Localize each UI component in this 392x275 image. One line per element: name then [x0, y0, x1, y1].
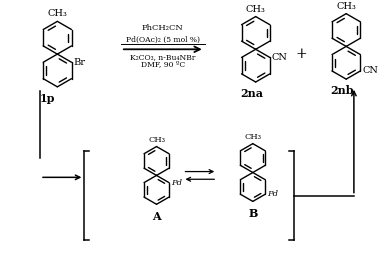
- Text: 1p: 1p: [40, 93, 56, 104]
- Text: 2na: 2na: [240, 88, 263, 99]
- Text: B: B: [248, 208, 258, 219]
- Text: K₂CO₃, n-Bu₄NBr: K₂CO₃, n-Bu₄NBr: [130, 53, 196, 61]
- Text: Pd(OAc)₂ (5 mol %): Pd(OAc)₂ (5 mol %): [126, 35, 200, 43]
- Text: CH₃: CH₃: [148, 136, 165, 144]
- Text: CH₃: CH₃: [244, 133, 261, 141]
- Text: CH₃: CH₃: [47, 9, 67, 18]
- Text: +: +: [295, 47, 307, 61]
- Text: CH₃: CH₃: [246, 5, 266, 14]
- Text: DMF, 90 ºC: DMF, 90 ºC: [141, 60, 185, 68]
- Text: Pd: Pd: [267, 190, 278, 198]
- Text: CH₃: CH₃: [336, 2, 356, 11]
- Text: Br: Br: [73, 58, 85, 67]
- Text: Pd: Pd: [171, 179, 182, 187]
- Text: A: A: [152, 211, 161, 222]
- Text: PhCH₂CN: PhCH₂CN: [142, 24, 184, 32]
- Text: CN: CN: [272, 53, 288, 62]
- Text: 2nb: 2nb: [330, 85, 354, 96]
- Text: CN: CN: [362, 67, 378, 75]
